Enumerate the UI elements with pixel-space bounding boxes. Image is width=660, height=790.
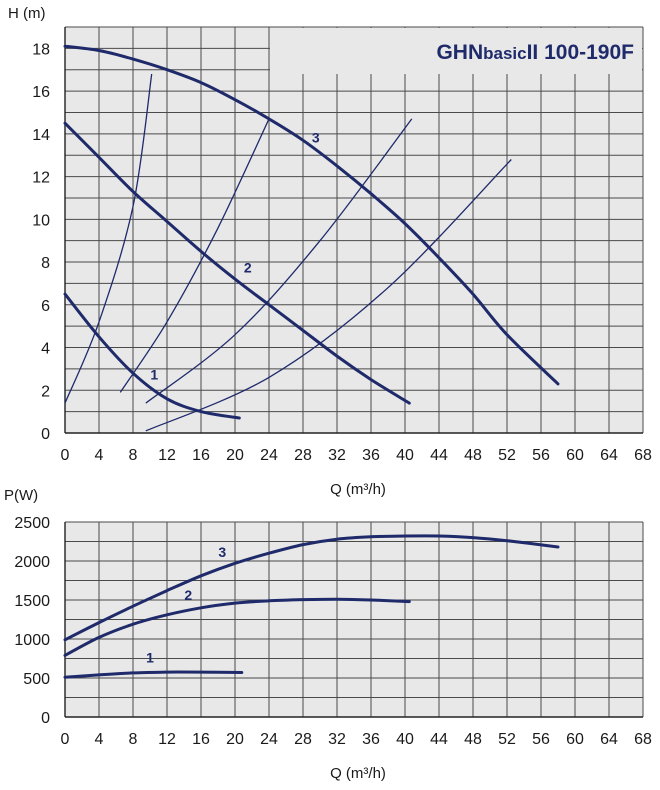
- x-tick-label: 52: [498, 731, 516, 748]
- x-tick-label: 32: [328, 731, 346, 748]
- curve-label: 3: [312, 129, 320, 145]
- x-tick-label: 4: [95, 447, 104, 464]
- power-y-axis-label: P(W): [4, 487, 38, 504]
- x-tick-label: 48: [464, 731, 482, 748]
- series-line-2: [63, 597, 411, 657]
- x-tick-label: 16: [192, 447, 210, 464]
- x-tick-label: 16: [192, 731, 210, 748]
- x-tick-label: 40: [396, 731, 414, 748]
- title-backdrop: [270, 28, 642, 74]
- y-tick-label: 10: [32, 212, 50, 229]
- x-tick-label: 20: [226, 447, 244, 464]
- y-tick-label: 1500: [14, 593, 50, 610]
- x-tick-label: 12: [158, 731, 176, 748]
- x-tick-label: 28: [294, 731, 312, 748]
- series-line-3: [63, 44, 560, 386]
- series-line-1: [63, 670, 244, 679]
- head-ticks: 0 4 8 12 16 20 24 28 32 36 40 44 48 52 56 60 64 680246810…: [32, 41, 652, 464]
- curve-label: 3: [218, 544, 226, 560]
- series-line-1: [63, 292, 241, 420]
- y-tick-label: 2500: [14, 515, 50, 532]
- y-tick-label: 0: [41, 710, 50, 727]
- y-tick-label: 1000: [14, 632, 50, 649]
- x-tick-label: 0: [61, 447, 70, 464]
- y-tick-label: 16: [32, 84, 50, 101]
- head-series: [63, 44, 560, 420]
- y-tick-label: 2: [41, 383, 50, 400]
- power-x-axis-label: Q (m³/h): [330, 765, 386, 782]
- curve-label: 2: [244, 260, 252, 276]
- y-tick-label: 500: [23, 671, 50, 688]
- title-end: II 100-190F: [527, 41, 635, 64]
- x-tick-label: 24: [260, 731, 278, 748]
- x-tick-label: 52: [498, 447, 516, 464]
- title-sub: basic: [483, 44, 526, 63]
- head-system-curves: [64, 73, 512, 432]
- x-tick-label: 36: [362, 731, 380, 748]
- x-tick-label: 68: [634, 447, 652, 464]
- y-tick-label: 2000: [14, 554, 50, 571]
- title-main: GHN: [436, 41, 483, 64]
- x-tick-label: 24: [260, 447, 278, 464]
- x-tick-label: 56: [532, 447, 550, 464]
- x-tick-label: 32: [328, 447, 346, 464]
- power-grid: [64, 521, 644, 718]
- curve-label: 2: [184, 587, 192, 603]
- x-tick-label: 64: [600, 447, 618, 464]
- y-tick-label: 4: [41, 341, 50, 358]
- x-tick-label: 60: [566, 447, 584, 464]
- y-tick-label: 12: [32, 170, 50, 187]
- x-tick-label: 56: [532, 731, 550, 748]
- power-series: [63, 534, 560, 679]
- x-tick-label: 68: [634, 731, 652, 748]
- y-tick-label: 0: [41, 426, 50, 443]
- power-curve-labels: 1 2 3: [146, 544, 226, 665]
- y-tick-label: 6: [41, 298, 50, 315]
- y-tick-label: 18: [32, 41, 50, 58]
- chart-title: GHNbasicII 100-190F: [436, 41, 634, 64]
- curve-label: 1: [146, 649, 154, 665]
- series-line-3: [63, 534, 560, 642]
- head-plot-area: [65, 27, 643, 433]
- system-curve: [119, 118, 270, 393]
- series-line-2: [63, 121, 411, 405]
- x-tick-label: 8: [129, 731, 138, 748]
- head-y-axis-label: H (m): [8, 5, 46, 22]
- power-chart: 0 4 8 12 16 20 24 28 32 36 40 44 48 52 56 60 64 680500100…: [4, 487, 652, 782]
- x-tick-label: 36: [362, 447, 380, 464]
- y-tick-label: 14: [32, 127, 50, 144]
- system-curve: [145, 159, 512, 432]
- x-tick-label: 12: [158, 447, 176, 464]
- x-tick-label: 4: [95, 731, 104, 748]
- x-tick-label: 40: [396, 447, 414, 464]
- y-tick-label: 8: [41, 255, 50, 272]
- x-tick-label: 8: [129, 447, 138, 464]
- x-tick-label: 64: [600, 731, 618, 748]
- x-tick-label: 60: [566, 731, 584, 748]
- power-ticks: 0 4 8 12 16 20 24 28 32 36 40 44 48 52 56 60 64 680500100…: [14, 515, 652, 748]
- head-x-axis-label: Q (m³/h): [330, 481, 386, 498]
- curve-label: 1: [150, 367, 158, 383]
- x-tick-label: 48: [464, 447, 482, 464]
- head-curve-labels: 1 2 3: [150, 129, 320, 382]
- x-tick-label: 44: [430, 731, 448, 748]
- head-chart: 0 4 8 12 16 20 24 28 32 36 40 44 48 52 56 60 64 680246810…: [8, 5, 652, 498]
- x-tick-label: 44: [430, 447, 448, 464]
- x-tick-label: 28: [294, 447, 312, 464]
- x-tick-label: 20: [226, 731, 244, 748]
- system-curve: [64, 73, 153, 404]
- system-curve: [145, 118, 413, 404]
- x-tick-label: 0: [61, 731, 70, 748]
